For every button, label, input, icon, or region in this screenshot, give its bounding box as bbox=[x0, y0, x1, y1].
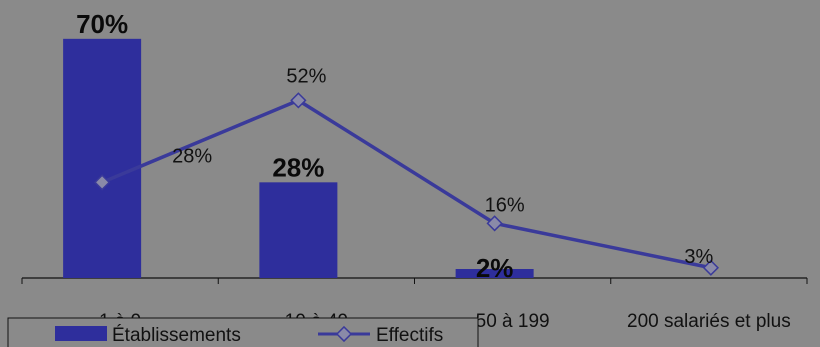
line-marker-effectifs bbox=[486, 215, 503, 232]
line-data-label: 3% bbox=[684, 246, 713, 268]
line-effectifs bbox=[101, 98, 712, 270]
line-data-label: 16% bbox=[485, 194, 525, 216]
line-marker-effectifs bbox=[93, 174, 111, 191]
legend: Établissements Effectifs bbox=[7, 317, 479, 347]
bar-data-label: 2% bbox=[476, 253, 514, 283]
bar-etablissements bbox=[455, 269, 534, 278]
legend-line-label: Effectifs bbox=[376, 325, 443, 346]
labels-layer: 70% 28% 2% 28% 52% 16% 3% bbox=[76, 9, 713, 283]
bar-data-label: 28% bbox=[272, 152, 324, 182]
line-data-label: 28% bbox=[172, 145, 212, 167]
line-marker-effectifs bbox=[702, 259, 720, 276]
legend-bar-label: Établissements bbox=[112, 325, 241, 346]
bars-layer bbox=[63, 38, 534, 279]
line-data-label: 52% bbox=[286, 65, 326, 87]
bar-etablissements bbox=[259, 182, 338, 278]
line-layer bbox=[93, 92, 720, 276]
legend-line-marker bbox=[335, 325, 353, 343]
bar-etablissements bbox=[63, 38, 142, 279]
line-marker-effectifs bbox=[290, 92, 307, 109]
bar-data-label: 70% bbox=[76, 9, 128, 39]
x-tick-label: 200 salariés et plus bbox=[627, 311, 791, 332]
legend-bar-swatch bbox=[55, 326, 107, 341]
x-tick-label: 50 à 199 bbox=[476, 311, 550, 332]
